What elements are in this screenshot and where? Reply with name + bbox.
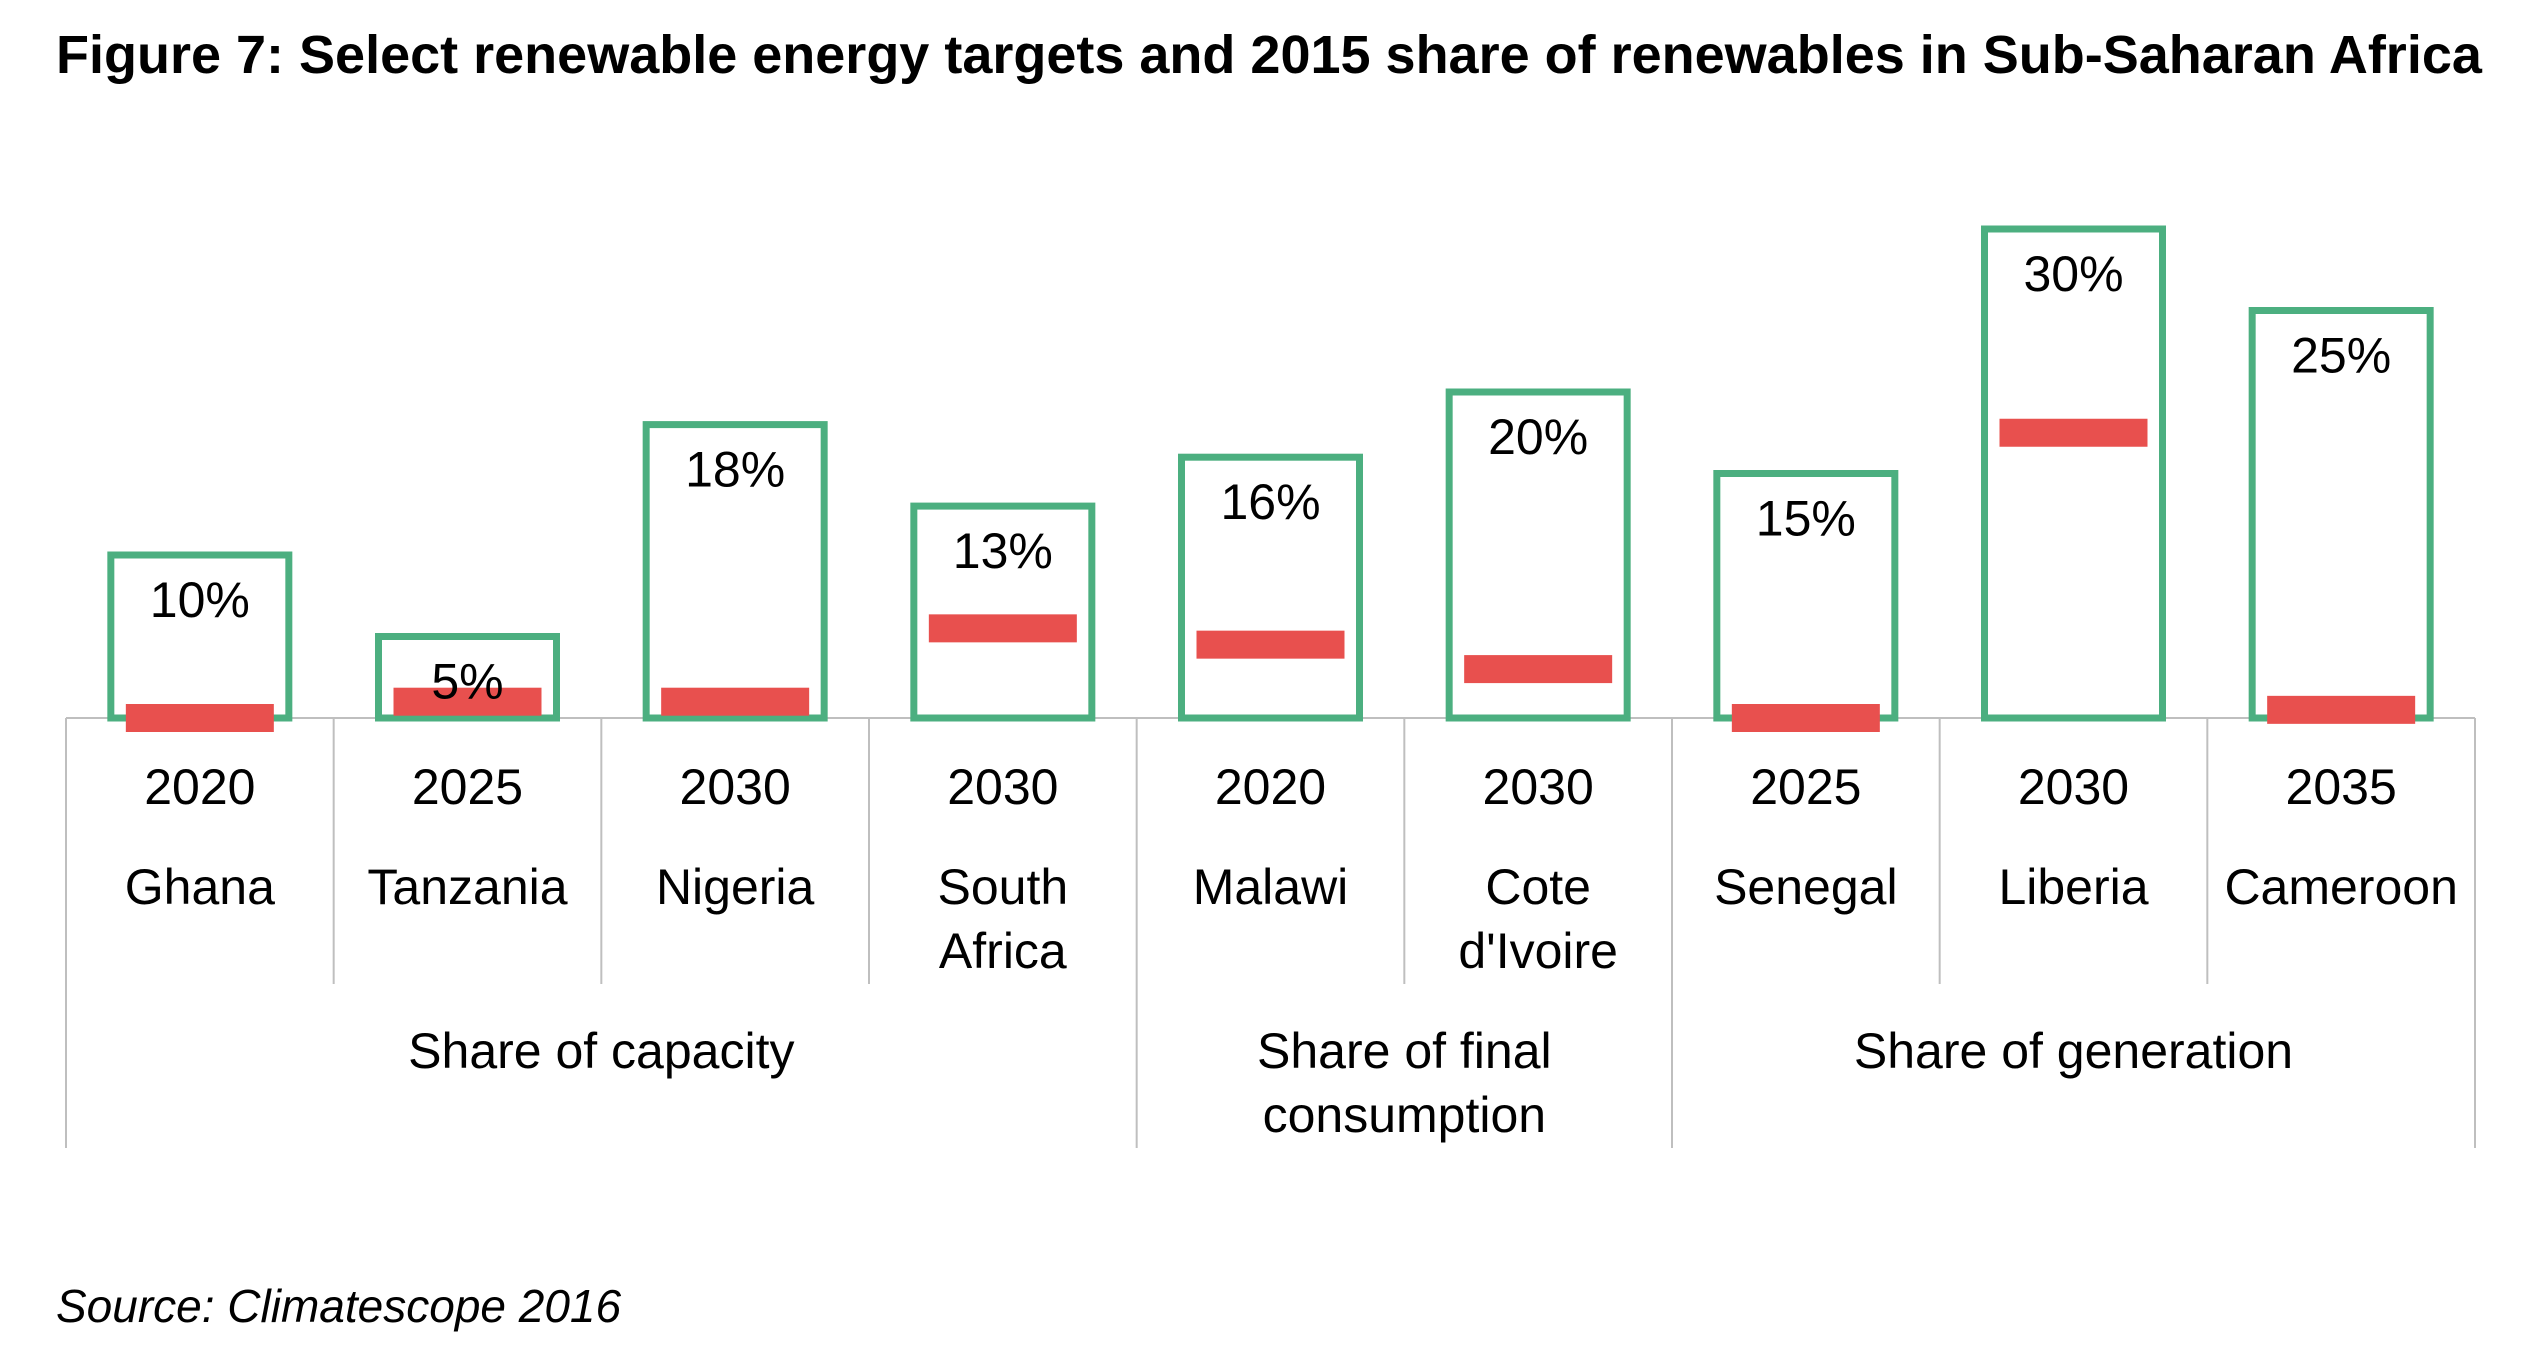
year-label: 2030: [1483, 759, 1594, 815]
country-label: Tanzania: [367, 859, 567, 915]
target-label: 16%: [1220, 474, 1320, 530]
share-2015-marker: [1464, 655, 1613, 684]
year-label: 2025: [412, 759, 523, 815]
target-label: 5%: [431, 654, 503, 710]
country-label: Liberia: [1998, 859, 2148, 915]
country-label: Senegal: [1714, 859, 1898, 915]
year-label: 2020: [144, 759, 255, 815]
country-label: South: [937, 859, 1068, 915]
target-bar: [1445, 388, 1631, 722]
group-label: Share of capacity: [408, 1023, 794, 1079]
country-label: Ghana: [125, 859, 275, 915]
source-note: Source: Climatescope 2016: [56, 1280, 622, 1332]
target-bar: [642, 421, 828, 722]
country-label: Cameroon: [2224, 859, 2457, 915]
share-2015-marker: [125, 704, 274, 732]
year-label: 2030: [947, 759, 1058, 815]
share-2015-marker: [393, 687, 542, 716]
target-label: 25%: [2291, 328, 2391, 384]
year-label: 2020: [1215, 759, 1326, 815]
country-label: d'Ivoire: [1458, 923, 1618, 979]
share-2015-marker: [661, 687, 810, 716]
country-label: Cote: [1485, 859, 1591, 915]
year-label: 2030: [680, 759, 791, 815]
share-2015-marker: [1999, 418, 2148, 447]
target-bar: [910, 502, 1096, 722]
target-label: 10%: [150, 572, 250, 628]
group-label: Share of final: [1257, 1023, 1552, 1079]
group-label: consumption: [1263, 1087, 1547, 1143]
country-label: Malawi: [1193, 859, 1349, 915]
target-label: 13%: [953, 523, 1053, 579]
share-2015-marker: [1196, 630, 1345, 659]
target-label: 20%: [1488, 409, 1588, 465]
target-bar: [375, 633, 560, 722]
target-label: 15%: [1756, 491, 1856, 547]
group-label: Share of generation: [1854, 1023, 2293, 1079]
target-bar: [1178, 453, 1363, 722]
chart-title: Figure 7: Select renewable energy target…: [56, 25, 2482, 85]
country-label: Nigeria: [656, 859, 815, 915]
share-2015-marker: [1731, 704, 1880, 732]
share-2015-marker: [2267, 695, 2416, 724]
target-bar: [1981, 225, 2166, 722]
target-label: 18%: [685, 442, 785, 498]
share-2015-marker: [928, 614, 1077, 643]
country-label: Africa: [939, 923, 1067, 979]
year-label: 2025: [1750, 759, 1861, 815]
year-label: 2035: [2286, 759, 2397, 815]
year-label: 2030: [2018, 759, 2129, 815]
target-label: 30%: [2023, 246, 2123, 302]
